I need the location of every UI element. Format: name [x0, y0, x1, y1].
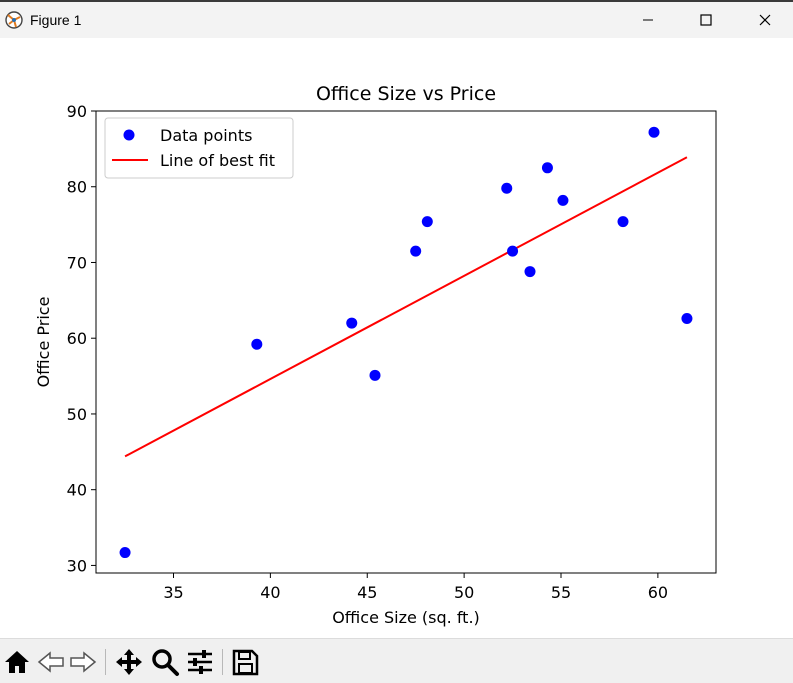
- best-fit-line: [124, 156, 688, 458]
- data-point: [648, 126, 660, 138]
- y-axis-ticks: 30 40 50 60 70 80 90: [67, 102, 96, 575]
- data-point: [524, 266, 536, 278]
- matplotlib-app-icon: [5, 11, 23, 29]
- plot-area: [95, 110, 717, 574]
- data-point: [346, 317, 358, 329]
- y-tick-label: 70: [67, 253, 87, 272]
- data-point: [501, 182, 513, 194]
- close-icon: [759, 14, 771, 26]
- x-tick-label: 50: [454, 583, 474, 602]
- save-icon: [232, 649, 259, 676]
- chart-title: Office Size vs Price: [316, 83, 496, 105]
- minimize-icon: [643, 19, 653, 21]
- close-button[interactable]: [743, 2, 789, 38]
- x-tick-label: 35: [163, 583, 183, 602]
- forward-icon: [70, 651, 97, 673]
- y-tick-label: 30: [67, 556, 87, 575]
- minimize-button[interactable]: [626, 2, 672, 38]
- back-icon: [37, 651, 64, 673]
- legend-box: [104, 117, 294, 179]
- y-tick-label: 60: [67, 329, 87, 348]
- window-titlebar: Figure 1: [0, 0, 793, 38]
- x-tick-label: 60: [648, 583, 668, 602]
- figure-canvas[interactable]: Office Size vs Price 30 40 50 60 70 80 90 35 40…: [0, 38, 793, 638]
- y-tick-label: 40: [67, 481, 87, 500]
- x-tick-label: 45: [357, 583, 377, 602]
- data-point: [421, 216, 433, 228]
- data-point: [507, 245, 519, 257]
- toolbar-separator: [105, 649, 106, 675]
- data-point: [119, 547, 131, 559]
- scatter-chart: Office Size vs Price 30 40 50 60 70 80 90 35 40…: [34, 83, 717, 627]
- configure-subplots-button[interactable]: [185, 647, 215, 677]
- y-tick-label: 80: [67, 178, 87, 197]
- legend-label-data-points: Data points: [160, 126, 252, 145]
- toolbar-separator: [222, 649, 223, 675]
- home-icon: [5, 651, 29, 673]
- x-tick-label: 55: [551, 583, 571, 602]
- x-axis-label: Office Size (sq. ft.): [332, 608, 480, 627]
- window-title: Figure 1: [30, 12, 82, 28]
- forward-button[interactable]: [68, 647, 98, 677]
- y-tick-label: 50: [67, 405, 87, 424]
- y-axis-label: Office Price: [34, 297, 53, 388]
- data-point: [369, 369, 381, 381]
- pan-button[interactable]: [114, 647, 144, 677]
- data-point: [251, 338, 263, 350]
- zoom-icon: [152, 649, 179, 676]
- pan-icon: [116, 649, 142, 675]
- zoom-button[interactable]: [150, 647, 180, 677]
- maximize-icon: [700, 14, 712, 26]
- y-tick-label: 90: [67, 102, 87, 121]
- data-point: [681, 313, 693, 325]
- data-point: [557, 194, 569, 206]
- data-point: [410, 245, 422, 257]
- home-button[interactable]: [2, 647, 32, 677]
- data-point: [541, 162, 553, 174]
- save-button[interactable]: [230, 647, 260, 677]
- x-tick-label: 40: [260, 583, 280, 602]
- legend-label-best-fit: Line of best fit: [160, 151, 275, 170]
- configure-subplots-icon: [188, 650, 212, 674]
- data-point: [617, 216, 629, 228]
- maximize-button[interactable]: [684, 2, 730, 38]
- navigation-toolbar: [0, 638, 793, 683]
- legend: Data points Line of best fit: [104, 117, 294, 179]
- legend-marker-data-points: [123, 129, 135, 141]
- data-points: [119, 126, 693, 559]
- x-axis-ticks: 35 40 45 50 55 60: [163, 573, 668, 602]
- back-button[interactable]: [36, 647, 66, 677]
